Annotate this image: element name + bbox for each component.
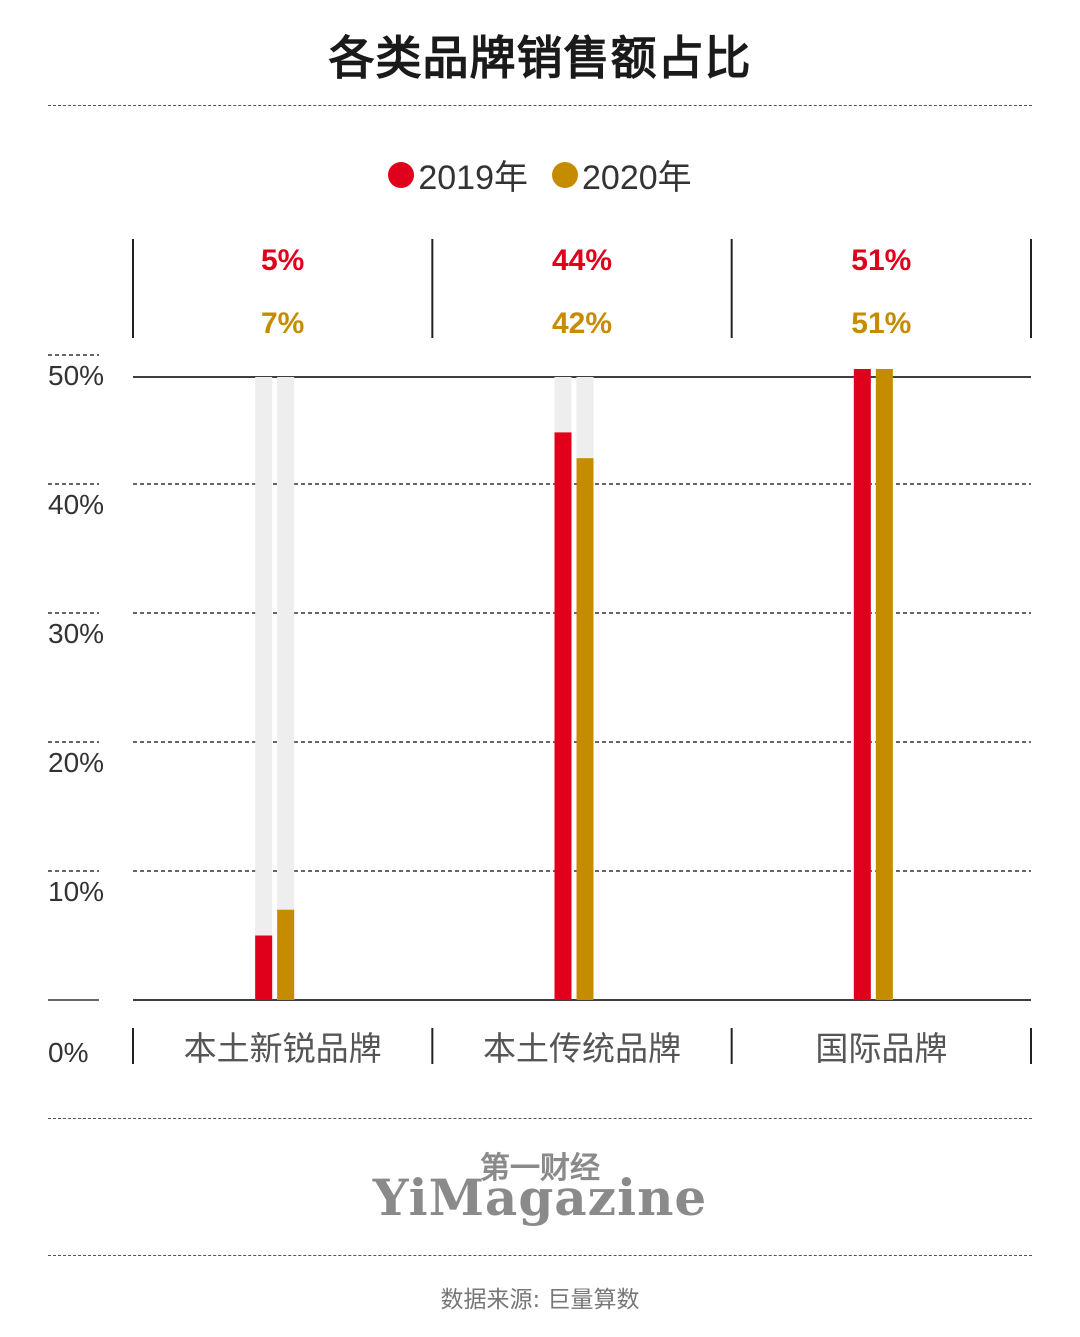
legend-dot-2019 [388,161,415,188]
y-tick-label-4: 40% [48,489,104,520]
legend-dot-2020 [552,161,578,188]
y-tick-label-5: 50% [48,360,104,391]
y-tick-label-3: 30% [48,618,104,649]
bar-chart: 0% 10% 20% 30% 40% 50% 本土新锐品牌 5% 7% 本土传统品牌 44% 42% 国… [48,239,1032,1068]
category-label-1: 本土传统品牌 [483,1029,681,1068]
data-label-2-0: 51% [851,244,911,277]
footer-divider-bottom [48,1255,1032,1256]
legend: 2019年 2020年 [0,150,1080,199]
y-tick-label-1: 10% [48,876,104,907]
legend-item-2020: 2020年 [552,150,692,199]
footer-divider-top [48,1118,1032,1119]
bar-0-1 [277,909,295,1000]
y-tick-label-0: 0% [48,1037,88,1068]
legend-label-2020: 2020年 [582,159,692,197]
category-label-2: 国际品牌 [815,1029,947,1068]
bar-2-0 [853,369,871,1000]
title-divider [48,105,1032,106]
data-label-0-0: 5% [261,244,304,277]
chart-title: 各类品牌销售额占比 [328,31,752,85]
bar-track-0-1 [277,377,295,1000]
bar-2-1 [875,369,893,1000]
bar-0-0 [255,935,273,1000]
bar-1-1 [576,458,594,1000]
data-label-1-1: 42% [552,307,612,340]
data-label-1-0: 44% [552,244,612,277]
data-label-0-1: 7% [261,307,304,340]
logo-cn: 第一财经 [480,1151,600,1186]
category-label-0: 本土新锐品牌 [184,1029,382,1068]
legend-item-2019: 2019年 [388,150,528,199]
logo-en: YiMagazine [372,1168,708,1227]
bar-track-0-0 [255,377,273,1000]
source-note: 数据来源: 巨量算数 [440,1287,640,1313]
y-tick-label-2: 20% [48,747,104,778]
bar-1-0 [554,432,572,1000]
data-label-2-1: 51% [851,307,911,340]
legend-label-2019: 2019年 [418,159,528,197]
